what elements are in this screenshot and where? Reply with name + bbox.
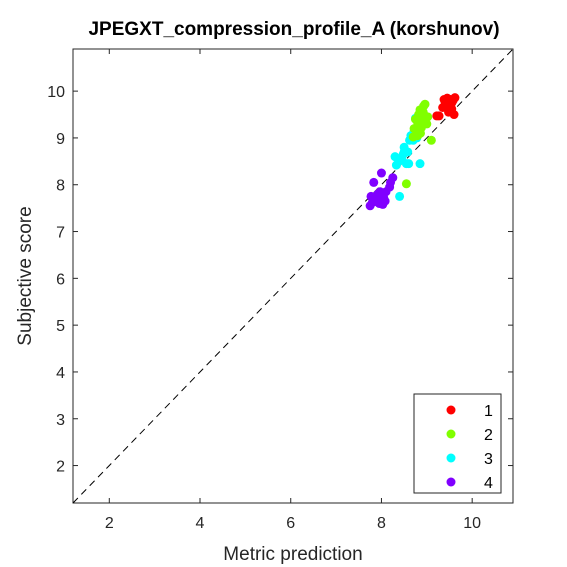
- x-axis-label: Metric prediction: [223, 544, 362, 565]
- y-tick-label: 5: [56, 318, 65, 335]
- y-axis-ticks: 2 3 4 5 6 7 8 9 10: [47, 84, 513, 476]
- series-2: [401, 99, 436, 189]
- y-tick-label: 4: [56, 365, 65, 382]
- data-point: [426, 135, 436, 145]
- data-point: [404, 159, 414, 169]
- identity-reference-line: [72, 48, 514, 504]
- data-point: [369, 177, 379, 187]
- legend-marker: [446, 429, 456, 439]
- y-tick-label: 7: [56, 225, 65, 242]
- y-tick-label: 9: [56, 131, 65, 148]
- x-tick-label: 2: [105, 515, 114, 532]
- x-axis-ticks: 2 4 6 8 10: [105, 49, 481, 532]
- series-1: [432, 93, 460, 121]
- data-point: [422, 119, 432, 129]
- data-point: [395, 191, 405, 201]
- chart-title: JPEGXT_compression_profile_A (korshunov): [88, 19, 499, 40]
- data-point: [376, 168, 386, 178]
- legend-marker: [446, 405, 456, 415]
- data-point: [401, 179, 411, 189]
- data-point: [388, 173, 398, 183]
- data-point: [420, 99, 430, 109]
- legend: 1 2 3 4: [413, 393, 502, 494]
- legend-marker: [446, 477, 456, 487]
- data-points: [365, 93, 460, 211]
- x-tick-label: 4: [196, 515, 205, 532]
- data-point: [413, 131, 423, 141]
- legend-label: 2: [484, 427, 493, 444]
- y-tick-label: 10: [47, 84, 65, 101]
- x-tick-label: 6: [286, 515, 295, 532]
- data-point: [445, 95, 455, 105]
- data-point: [380, 196, 390, 206]
- data-point: [423, 112, 433, 122]
- data-point: [434, 111, 444, 121]
- data-point: [444, 107, 454, 117]
- x-tick-label: 8: [377, 515, 386, 532]
- legend-label: 1: [484, 403, 493, 420]
- y-tick-label: 6: [56, 271, 65, 288]
- data-point: [415, 159, 425, 169]
- y-tick-label: 3: [56, 412, 65, 429]
- legend-box: [413, 393, 502, 494]
- series-4: [365, 168, 398, 211]
- y-axis-label: Subjective score: [15, 206, 36, 345]
- legend-label: 4: [484, 475, 493, 492]
- y-tick-label: 8: [56, 178, 65, 195]
- legend-marker: [446, 453, 456, 463]
- data-point: [399, 147, 409, 157]
- legend-label: 3: [484, 451, 493, 468]
- x-tick-label: 10: [463, 515, 481, 532]
- y-tick-label: 2: [56, 459, 65, 476]
